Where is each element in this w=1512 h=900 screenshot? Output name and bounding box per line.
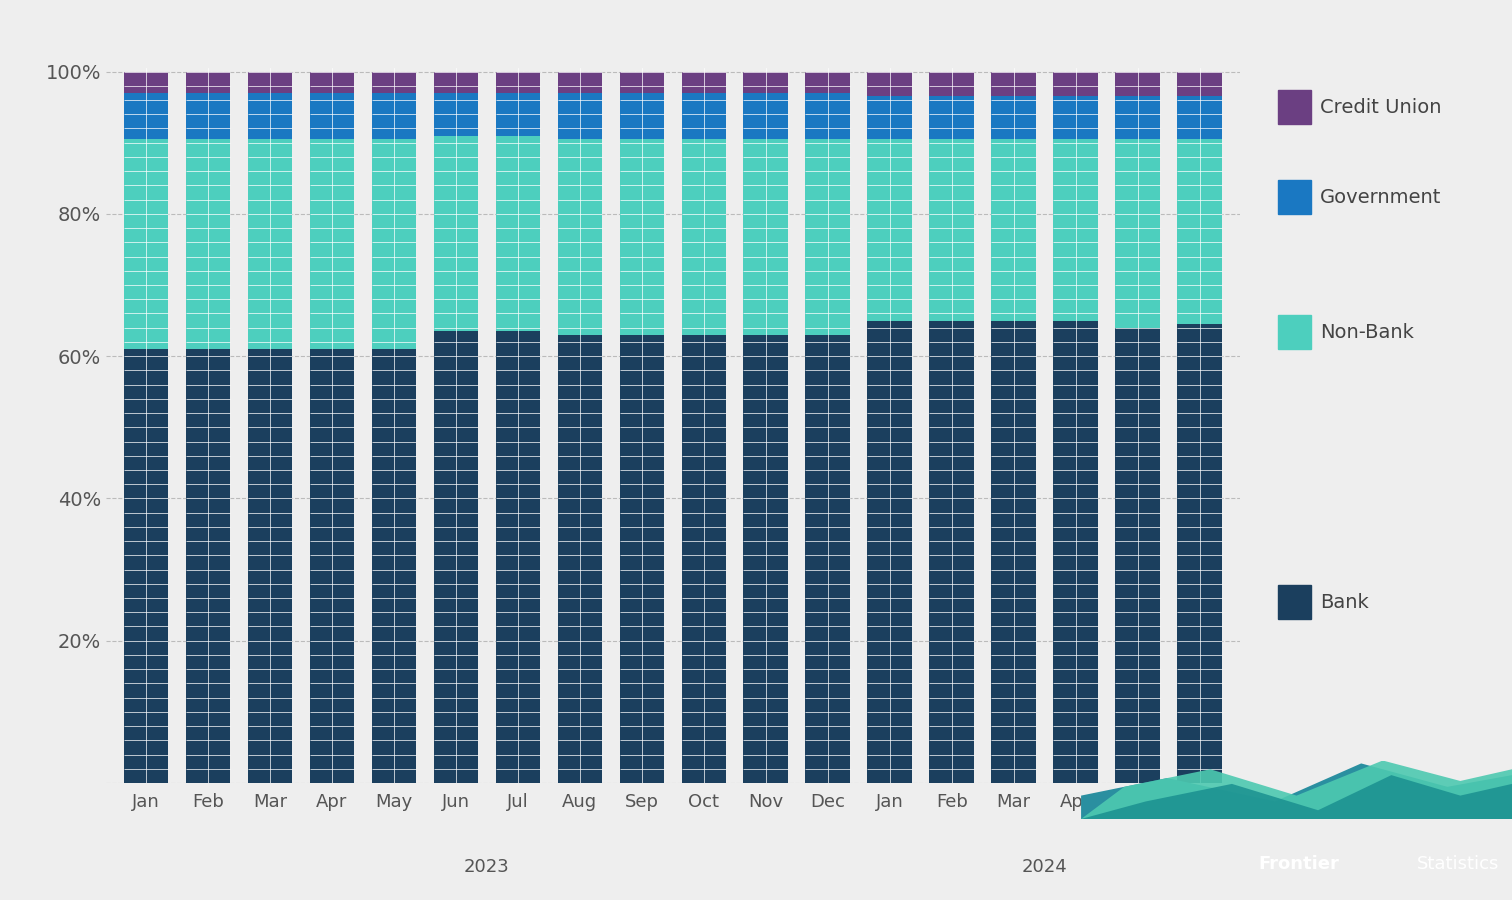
Bar [310,72,354,93]
Bar [744,93,788,140]
Polygon shape [1081,763,1512,819]
Bar [558,93,602,140]
Bar [1178,140,1222,324]
Bar [186,72,230,93]
Bar [1178,96,1222,140]
Bar [1116,96,1160,140]
Text: Non-Bank: Non-Bank [1320,322,1414,342]
Bar [806,335,850,783]
Bar [310,349,354,783]
Bar [372,72,416,93]
Bar [806,72,850,93]
Bar [434,93,478,136]
Bar [186,140,230,349]
Bar [186,349,230,783]
Bar [682,335,726,783]
Bar [1054,140,1098,320]
Bar [868,140,912,320]
Bar [806,93,850,140]
Bar [1116,140,1160,328]
Text: Government: Government [1320,187,1441,207]
Polygon shape [1081,760,1512,819]
Text: 2023: 2023 [464,858,510,876]
Bar [372,93,416,140]
Bar [496,331,540,783]
Bar [248,140,292,349]
Bar [558,72,602,93]
Bar [434,331,478,783]
Bar [806,140,850,335]
Bar [124,140,168,349]
Bar [434,72,478,93]
Bar [620,72,664,93]
Bar [558,140,602,335]
Bar [744,72,788,93]
Bar [992,140,1036,320]
Bar [434,136,478,331]
Bar [372,140,416,349]
Bar [310,140,354,349]
Bar [310,93,354,140]
Text: Statistics: Statistics [1417,855,1498,873]
Bar [372,349,416,783]
Bar [930,96,974,140]
Bar [1178,72,1222,96]
Text: Frontier: Frontier [1259,855,1340,873]
Bar [620,140,664,335]
Bar [930,140,974,320]
Bar [930,320,974,783]
Bar [496,136,540,331]
Bar [248,72,292,93]
Bar [496,72,540,93]
Bar [186,93,230,140]
Bar [496,93,540,136]
Bar [868,72,912,96]
Bar [868,320,912,783]
Bar [930,72,974,96]
Bar [1116,72,1160,96]
Bar [1054,96,1098,140]
Bar [248,93,292,140]
Bar [744,140,788,335]
Bar [1054,72,1098,96]
Bar [682,72,726,93]
Bar [744,335,788,783]
Bar [868,96,912,140]
Bar [620,93,664,140]
Bar [992,320,1036,783]
Text: Credit Union: Credit Union [1320,97,1441,117]
Bar [992,72,1036,96]
Bar [248,349,292,783]
Bar [682,93,726,140]
Text: 2024: 2024 [1022,858,1067,876]
Bar [992,96,1036,140]
Bar [1116,328,1160,783]
Polygon shape [1081,775,1512,819]
Bar [124,349,168,783]
Bar [558,335,602,783]
Text: Bank: Bank [1320,592,1368,612]
Bar [1178,324,1222,783]
Bar [620,335,664,783]
Bar [124,72,168,93]
Bar [682,140,726,335]
Bar [124,93,168,140]
Bar [1054,320,1098,783]
